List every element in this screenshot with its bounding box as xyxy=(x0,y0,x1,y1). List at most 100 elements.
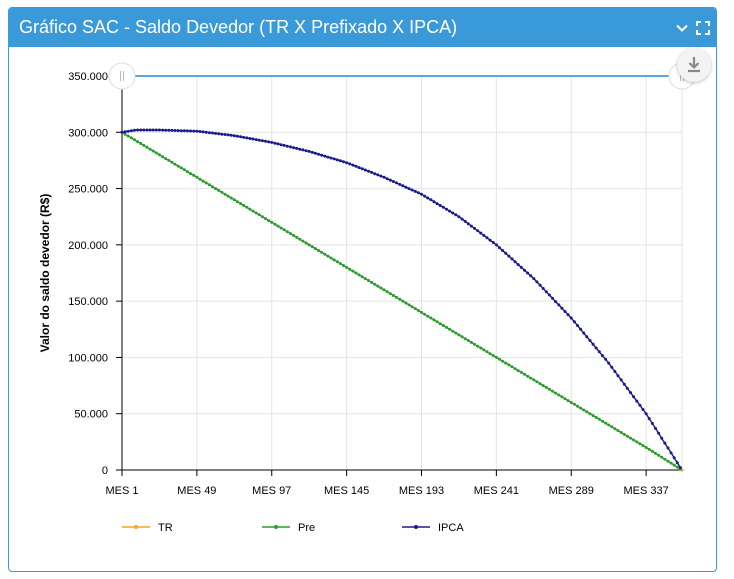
legend-item-tr[interactable]: TR xyxy=(122,522,173,534)
series-pre-point xyxy=(139,142,143,145)
series-pre-point xyxy=(345,265,349,269)
series-pre-point xyxy=(360,275,364,279)
series-pre-point xyxy=(660,455,664,459)
legend-item-ipca[interactable]: IPCA xyxy=(402,522,464,534)
series-ipca-point xyxy=(597,350,601,354)
series-pre-point xyxy=(254,211,258,215)
series-ipca-point xyxy=(420,192,423,196)
y-tick-label: 350.000 xyxy=(68,71,108,83)
series-pre-point xyxy=(154,151,158,155)
series-ipca-point xyxy=(282,143,286,147)
series-ipca-point xyxy=(133,128,136,132)
series-ipca-point xyxy=(363,168,367,172)
fullscreen-icon[interactable] xyxy=(695,20,711,36)
series-pre-point xyxy=(186,170,189,174)
series-ipca-point xyxy=(376,173,380,177)
series-pre-point xyxy=(211,185,214,189)
series-pre-point xyxy=(170,160,174,164)
series-ipca-point xyxy=(448,209,452,213)
series-pre-point xyxy=(610,425,614,429)
series-pre-point xyxy=(357,273,361,277)
legend-label: IPCA xyxy=(438,522,464,534)
download-button[interactable] xyxy=(677,48,711,82)
series-ipca-point xyxy=(214,131,218,135)
chevron-down-icon[interactable] xyxy=(674,20,690,36)
panel-header: Gráfico SAC - Saldo Devedor (TR X Prefix… xyxy=(9,8,716,47)
series-pre-point xyxy=(229,196,233,200)
series-pre-point xyxy=(267,219,271,222)
zoom-handle[interactable] xyxy=(108,62,136,90)
legend-item-pre[interactable]: Pre xyxy=(262,522,315,534)
series-ipca-point xyxy=(123,130,127,134)
series-pre-point xyxy=(407,303,411,307)
series-pre-point xyxy=(270,220,274,224)
series-ipca-point xyxy=(270,140,274,144)
y-axis-label: Valor do saldo devedor (R$) xyxy=(38,194,52,353)
series-ipca-point xyxy=(532,277,536,281)
series-ipca-point xyxy=(273,141,277,145)
series-ipca-point xyxy=(307,149,311,153)
series-pre-point xyxy=(192,173,196,177)
x-tick-label: MES 97 xyxy=(252,485,291,497)
series-ipca-point xyxy=(435,202,439,206)
series-pre-point xyxy=(498,357,501,361)
series-ipca-point xyxy=(547,293,551,297)
series-ipca-point xyxy=(644,412,648,416)
series-pre-point xyxy=(167,158,171,162)
series-pre-point xyxy=(416,309,420,312)
series-pre-point xyxy=(554,391,558,395)
series-pre-point xyxy=(513,367,517,371)
series-ipca-point xyxy=(510,257,514,261)
series-ipca-point xyxy=(260,139,264,143)
series-pre-point xyxy=(607,423,611,427)
series-ipca-point xyxy=(151,128,155,132)
series-ipca-point xyxy=(207,131,211,135)
series-ipca-point xyxy=(161,128,165,132)
series-pre-point xyxy=(307,243,311,247)
series-ipca-point xyxy=(498,246,501,250)
series-ipca-point xyxy=(666,446,670,450)
series-pre-point xyxy=(142,143,146,147)
series-ipca-point xyxy=(220,132,224,136)
series-pre-point xyxy=(273,222,277,226)
series-pre-point xyxy=(295,235,299,239)
x-tick-label: MES 49 xyxy=(177,485,216,497)
series-ipca-point xyxy=(585,335,589,339)
series-pre-point xyxy=(214,187,218,191)
series-pre-point xyxy=(301,239,305,243)
series-ipca-point xyxy=(438,204,442,207)
chart-panel: Gráfico SAC - Saldo Devedor (TR X Prefix… xyxy=(8,7,717,572)
x-tick-label: MES 145 xyxy=(324,485,369,497)
series-pre-point xyxy=(323,252,327,256)
series-pre-point xyxy=(616,429,620,433)
series-pre-point xyxy=(516,369,520,373)
series-ipca-point xyxy=(588,339,592,342)
series-ipca-point xyxy=(473,226,476,230)
series-pre-point xyxy=(629,436,632,440)
series-ipca-point xyxy=(479,231,483,235)
series-pre-point xyxy=(195,175,199,179)
series-ipca-point xyxy=(279,143,283,147)
series-pre-point xyxy=(541,384,545,388)
series-ipca-point xyxy=(607,361,611,365)
series-ipca-point xyxy=(304,149,308,153)
series-pre-point xyxy=(669,461,673,465)
series-ipca-point xyxy=(482,234,486,237)
series-pre-point xyxy=(338,262,342,266)
series-pre-point xyxy=(544,385,548,389)
series-pre-point xyxy=(647,447,651,451)
series-pre-point xyxy=(179,166,183,170)
series-ipca-point xyxy=(126,129,130,133)
series-ipca-point xyxy=(142,128,146,132)
series-pre-point xyxy=(207,183,211,187)
series-pre-point xyxy=(388,292,392,296)
series-ipca-point xyxy=(338,159,342,163)
series-ipca-point xyxy=(388,178,392,182)
series-ipca-point xyxy=(566,313,570,317)
series-ipca-point xyxy=(201,130,205,134)
series-pre-point xyxy=(663,457,667,461)
series-pre-point xyxy=(491,354,495,358)
series-pre-point xyxy=(385,290,389,294)
series-pre-point xyxy=(123,132,127,136)
series-ipca-point xyxy=(301,148,305,152)
